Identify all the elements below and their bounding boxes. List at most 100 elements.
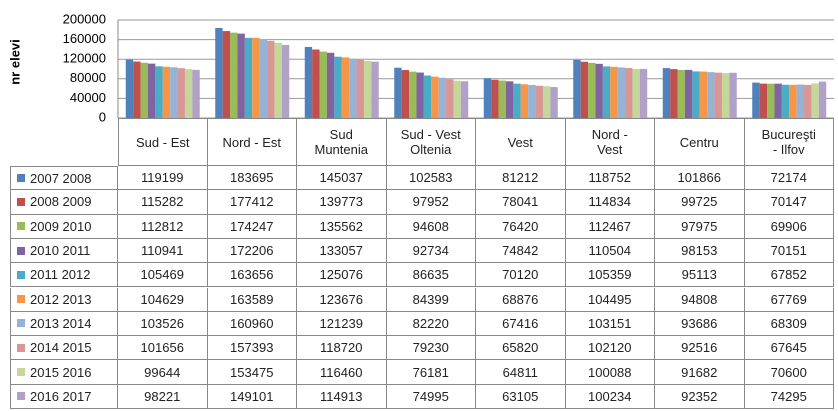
table-value: 177412 <box>207 190 297 215</box>
bar <box>133 61 141 118</box>
bar <box>632 68 640 118</box>
table-value: 118720 <box>297 336 387 361</box>
legend-entry: 2013 2014 <box>10 311 118 337</box>
table-value: 78041 <box>476 190 566 215</box>
bar <box>162 66 171 118</box>
bar <box>274 42 282 118</box>
table-value: 116460 <box>297 360 387 385</box>
bar <box>513 83 521 118</box>
table-value: 67416 <box>476 311 566 337</box>
bar <box>222 31 231 119</box>
bar <box>617 67 626 118</box>
bar <box>707 72 715 118</box>
table-value: 104629 <box>118 287 208 312</box>
bar <box>602 66 611 118</box>
table-value: 172206 <box>207 238 297 264</box>
table-value: 68309 <box>744 311 834 337</box>
bar <box>781 84 790 118</box>
table-value: 74295 <box>744 384 834 409</box>
legend-entry: 2016 2017 <box>10 384 118 409</box>
table-value: 63105 <box>476 384 566 409</box>
bar <box>215 27 223 119</box>
bar <box>774 83 782 118</box>
bar <box>752 82 760 118</box>
legend-entry: 2015 2016 <box>10 360 118 385</box>
legend-entry: 2012 2013 <box>10 287 118 312</box>
bar <box>349 58 357 118</box>
table-value: 76181 <box>386 360 476 385</box>
table-value: 149101 <box>207 384 297 409</box>
table-value: 97952 <box>386 190 476 215</box>
legend-key <box>17 343 25 352</box>
table-value: 99725 <box>655 190 745 215</box>
bar <box>625 67 633 118</box>
bar <box>252 37 260 119</box>
legend-key <box>17 368 25 377</box>
bar <box>520 84 529 118</box>
legend-entry: 2009 2010 <box>10 214 118 239</box>
bar <box>409 71 417 118</box>
table-value: 99644 <box>118 360 208 385</box>
bar <box>483 78 492 118</box>
table-value: 103151 <box>565 311 655 337</box>
table-value: 70147 <box>744 190 834 215</box>
table-value: 133057 <box>297 238 387 264</box>
bar <box>423 75 432 118</box>
legend-key <box>17 319 25 328</box>
table-value: 84399 <box>386 287 476 312</box>
bar <box>259 39 268 118</box>
table-value: 102583 <box>386 166 476 191</box>
bar <box>580 61 589 118</box>
bar <box>140 62 148 118</box>
bar <box>699 71 708 118</box>
table-value: 112812 <box>118 214 208 239</box>
table-value: 145037 <box>297 166 387 191</box>
table-value: 74995 <box>386 384 476 409</box>
bar <box>714 72 722 118</box>
bar <box>334 56 342 118</box>
bar <box>401 70 410 118</box>
table-value: 94808 <box>655 287 745 312</box>
table-value: 95113 <box>655 263 745 288</box>
table-value: 69906 <box>744 214 834 239</box>
bar <box>326 52 335 118</box>
table-value: 125076 <box>297 263 387 288</box>
bar <box>363 60 372 118</box>
bar <box>230 32 238 118</box>
legend-entry: 2014 2015 <box>10 336 118 361</box>
legend-label: 2009 2010 <box>30 218 92 234</box>
bar <box>684 69 693 118</box>
table-value: 82220 <box>386 311 476 337</box>
legend-label: 2015 2016 <box>30 364 92 380</box>
table-value: 114913 <box>297 384 387 409</box>
table-value: 72174 <box>744 166 834 191</box>
bar <box>662 68 671 118</box>
x-tick-label: Centru <box>655 118 745 166</box>
bar <box>438 77 447 118</box>
table-value: 115282 <box>118 190 208 215</box>
legend-key <box>17 222 25 231</box>
legend-key <box>17 392 25 401</box>
legend-key <box>17 270 25 279</box>
table-value: 79230 <box>386 336 476 361</box>
table-value: 183695 <box>207 166 297 191</box>
bar <box>147 63 156 118</box>
legend-label: 2016 2017 <box>30 388 92 404</box>
table-value: 64811 <box>476 360 566 385</box>
bar <box>312 49 320 118</box>
bar <box>155 66 163 118</box>
bar <box>177 68 185 118</box>
legend-label: 2007 2008 <box>30 170 92 186</box>
bar <box>244 37 253 118</box>
bar <box>804 84 812 118</box>
table-value: 67852 <box>744 263 834 288</box>
table-value: 92352 <box>655 384 745 409</box>
bar <box>818 81 827 118</box>
table-value: 70151 <box>744 238 834 264</box>
table-value: 118752 <box>565 166 655 191</box>
table-value: 110504 <box>565 238 655 264</box>
table-value: 153475 <box>207 360 297 385</box>
y-tick-label: 120000 <box>63 51 106 66</box>
table-value: 76420 <box>476 214 566 239</box>
